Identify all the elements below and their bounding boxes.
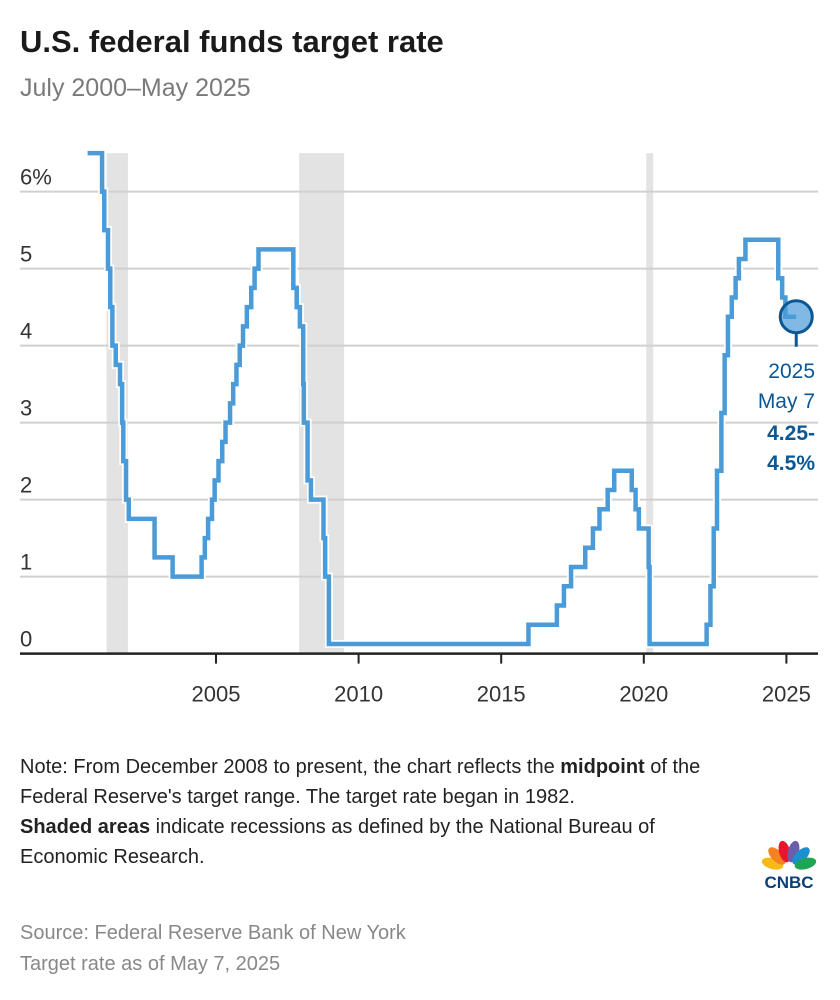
- y-tick-label: 5: [20, 242, 32, 267]
- note-text: of the Federal Reserve's target range. T…: [20, 756, 701, 808]
- as-of-line: Target rate as of May 7, 2025: [20, 953, 281, 975]
- x-tick-label: 2025: [762, 682, 811, 707]
- peacock-icon: [761, 840, 817, 870]
- source-line: Source: Federal Reserve Bank of New York: [20, 922, 406, 944]
- annotation-marker: [778, 299, 814, 335]
- note-text: indicate recessions as defined by the Na…: [20, 816, 655, 868]
- chart-note: Note: From December 2008 to present, the…: [20, 752, 730, 872]
- y-tick-label: 0: [20, 627, 32, 652]
- y-tick-label: 2: [20, 473, 32, 498]
- x-tick-label: 2015: [477, 682, 526, 707]
- annotation-label: 4.5%: [767, 452, 815, 475]
- annotation-label: 2025: [768, 360, 815, 383]
- note-text: Note: From December 2008 to present, the…: [20, 756, 561, 778]
- x-tick-label: 2010: [334, 682, 383, 707]
- x-tick-label: 2020: [619, 682, 668, 707]
- x-tick-label: 2005: [192, 682, 241, 707]
- chart-title: U.S. federal funds target rate: [20, 24, 444, 59]
- annotation-label: May 7: [758, 390, 815, 413]
- y-tick-label: 4: [20, 319, 32, 344]
- rate-line-halo: [87, 149, 797, 648]
- recession-band: [646, 153, 654, 654]
- source: Source: Federal Reserve Bank of New York…: [20, 918, 406, 980]
- note-bold: midpoint: [560, 756, 645, 778]
- y-tick-label: 1: [20, 550, 32, 575]
- peacock-feather: [768, 847, 786, 865]
- rate-line: [87, 150, 797, 647]
- annotation-label: 4.25-: [767, 422, 815, 445]
- y-tick-label: 6%: [20, 165, 52, 190]
- logo-text: CNBC: [764, 873, 813, 890]
- note-bold: Shaded areas: [20, 816, 151, 838]
- peacock-feather: [794, 857, 817, 870]
- y-tick-label: 3: [20, 396, 32, 421]
- chart-subtitle: July 2000–May 2025: [20, 74, 251, 102]
- rate-chart: 0 1 2 3 4 5 6% 2005 2010 2015 2020 2025 2025 May 7 4.2…: [20, 149, 818, 707]
- cnbc-logo: CNBC: [761, 840, 817, 890]
- peacock-feather: [792, 847, 810, 865]
